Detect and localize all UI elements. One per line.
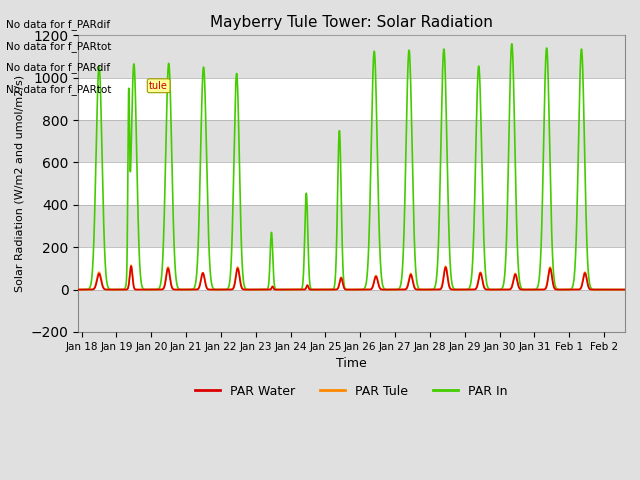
PAR Tule <box>127 263 135 268</box>
PAR Tule <box>466 287 474 292</box>
PAR In <box>426 287 433 292</box>
Title: Mayberry Tule Tower: Solar Radiation: Mayberry Tule Tower: Solar Radiation <box>210 15 493 30</box>
PAR In <box>74 287 82 292</box>
PAR Water <box>74 287 82 292</box>
PAR Tule <box>621 287 629 292</box>
PAR Water <box>466 287 474 292</box>
PAR In <box>211 287 218 292</box>
Bar <box>78 36 625 78</box>
PAR Tule <box>211 287 218 292</box>
Line: PAR Water: PAR Water <box>78 266 625 289</box>
PAR Water <box>621 287 629 292</box>
Bar <box>78 120 625 162</box>
Y-axis label: Solar Radiation (W/m2 and umol/m2/s): Solar Radiation (W/m2 and umol/m2/s) <box>15 75 25 292</box>
Text: tule: tule <box>149 81 168 91</box>
PAR Tule <box>586 286 593 291</box>
Text: No data for f_PARdif: No data for f_PARdif <box>6 19 111 30</box>
Legend: PAR Water, PAR Tule, PAR In: PAR Water, PAR Tule, PAR In <box>190 380 513 403</box>
Line: PAR In: PAR In <box>78 44 625 289</box>
PAR Water <box>426 287 433 292</box>
Bar <box>78 247 625 289</box>
Bar <box>78 162 625 205</box>
PAR In <box>621 287 629 292</box>
Bar <box>78 78 625 120</box>
PAR In <box>586 281 593 287</box>
PAR In <box>466 284 474 290</box>
PAR Water <box>405 278 413 284</box>
PAR Tule <box>426 287 433 292</box>
PAR Tule <box>333 287 340 292</box>
X-axis label: Time: Time <box>336 357 367 370</box>
PAR In <box>405 48 413 53</box>
PAR In <box>333 231 340 237</box>
Text: No data for f_PARtot: No data for f_PARtot <box>6 41 112 52</box>
PAR In <box>508 41 516 47</box>
Bar <box>78 289 625 332</box>
Text: No data for f_PARdif: No data for f_PARdif <box>6 62 111 73</box>
Line: PAR Tule: PAR Tule <box>78 265 625 289</box>
PAR Water <box>211 287 218 292</box>
Bar <box>78 205 625 247</box>
Text: No data for f_PARtot: No data for f_PARtot <box>6 84 112 95</box>
PAR Tule <box>74 287 82 292</box>
PAR Tule <box>405 276 413 282</box>
PAR Water <box>127 264 135 269</box>
PAR Water <box>586 286 593 292</box>
PAR Water <box>333 287 340 292</box>
